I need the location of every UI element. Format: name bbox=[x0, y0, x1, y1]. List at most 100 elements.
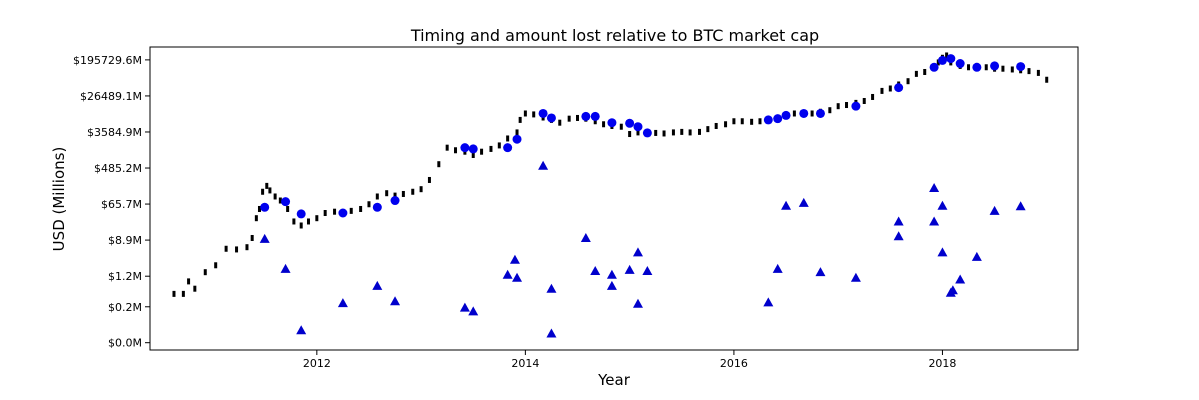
market-cap-point bbox=[489, 145, 493, 152]
market-cap-point bbox=[437, 161, 441, 168]
x-tick-label: 2012 bbox=[303, 357, 331, 370]
market-cap-point bbox=[567, 115, 571, 122]
market-cap-point bbox=[193, 285, 197, 292]
loss-amount-point bbox=[798, 197, 809, 207]
loss-amount-point bbox=[390, 296, 401, 306]
market-cap-at-loss-point bbox=[929, 62, 939, 72]
loss-amount-point bbox=[512, 272, 523, 282]
market-cap-at-loss-point bbox=[590, 111, 600, 121]
market-cap-at-loss-point bbox=[390, 196, 400, 206]
market-cap-point bbox=[203, 269, 207, 276]
loss-amount-point bbox=[468, 306, 479, 316]
market-cap-at-loss-point bbox=[538, 108, 548, 118]
market-cap-point bbox=[862, 97, 866, 104]
market-cap-point bbox=[636, 129, 640, 136]
loss-amount-point bbox=[781, 200, 792, 210]
market-cap-point bbox=[845, 102, 849, 109]
market-cap-point bbox=[740, 118, 744, 125]
market-cap-point bbox=[1036, 69, 1040, 76]
market-cap-at-loss-point bbox=[296, 209, 306, 219]
market-cap-point bbox=[523, 110, 527, 117]
market-cap-point bbox=[315, 215, 319, 222]
market-cap-at-loss-point bbox=[799, 108, 809, 118]
loss-amount-point bbox=[606, 269, 617, 279]
y-tick-label: $26489.1M bbox=[80, 90, 142, 103]
market-cap-at-loss-point bbox=[763, 115, 773, 125]
market-cap-at-loss-point bbox=[468, 144, 478, 154]
market-cap-point bbox=[593, 118, 597, 125]
loss-amount-point bbox=[259, 233, 270, 243]
market-cap-point bbox=[254, 215, 258, 222]
loss-amount-point bbox=[546, 328, 557, 338]
market-cap-point bbox=[871, 93, 875, 100]
loss-amount-point bbox=[459, 302, 470, 312]
market-cap-point bbox=[214, 262, 218, 269]
loss-amount-point bbox=[296, 325, 307, 335]
loss-amount-point bbox=[546, 283, 557, 293]
data-layer bbox=[172, 52, 1049, 338]
market-cap-point bbox=[292, 218, 296, 225]
market-cap-point bbox=[750, 118, 754, 125]
y-axis: $0.0M $0.2M $1.2M $8.9M $65.7M $485.2M $3584.9… bbox=[73, 54, 150, 350]
market-cap-point bbox=[497, 142, 501, 149]
market-cap-point bbox=[187, 278, 191, 285]
market-cap-point bbox=[419, 186, 423, 193]
market-cap-point bbox=[273, 193, 277, 200]
market-cap-point bbox=[671, 129, 675, 136]
market-cap-point bbox=[880, 87, 884, 94]
market-cap-point bbox=[224, 245, 228, 252]
market-cap-point bbox=[518, 116, 522, 123]
loss-amount-point bbox=[815, 267, 826, 277]
market-cap-point bbox=[278, 197, 282, 204]
market-cap-at-loss-point bbox=[1016, 62, 1026, 72]
market-cap-point bbox=[906, 78, 910, 85]
market-cap-point bbox=[888, 85, 892, 92]
y-tick-label: $1.2M bbox=[108, 270, 142, 283]
loss-amount-point bbox=[606, 280, 617, 290]
market-cap-at-loss-point bbox=[781, 110, 791, 120]
market-cap-point bbox=[836, 103, 840, 110]
loss-amount-point bbox=[502, 269, 513, 279]
market-cap-at-loss-point bbox=[642, 128, 652, 138]
loss-amount-point bbox=[337, 298, 348, 308]
market-cap-point bbox=[299, 222, 303, 229]
market-cap-point bbox=[286, 205, 290, 212]
market-cap-point bbox=[393, 192, 397, 199]
market-cap-point bbox=[401, 190, 405, 197]
market-cap-point bbox=[923, 68, 927, 75]
market-cap-point bbox=[333, 208, 337, 215]
market-cap-point bbox=[306, 218, 310, 225]
market-cap-at-loss-point bbox=[946, 54, 956, 64]
loss-amount-point bbox=[538, 160, 549, 170]
market-cap-point bbox=[445, 144, 449, 151]
x-axis: 2012 2014 2016 2018 bbox=[303, 350, 956, 370]
market-cap-point bbox=[724, 121, 728, 128]
market-cap-at-loss-point bbox=[894, 83, 904, 93]
loss-amount-point bbox=[955, 274, 966, 284]
market-cap-point bbox=[576, 114, 580, 121]
market-cap-at-loss-point bbox=[955, 59, 965, 69]
market-cap-at-loss-point bbox=[625, 118, 635, 128]
market-cap-point bbox=[454, 147, 458, 154]
market-cap-at-loss-point bbox=[546, 113, 556, 123]
market-cap-point bbox=[698, 128, 702, 135]
market-cap-point bbox=[515, 129, 519, 136]
loss-amount-point bbox=[929, 183, 940, 193]
market-cap-point bbox=[714, 122, 718, 129]
market-cap-at-loss-point bbox=[633, 122, 643, 132]
market-cap-point bbox=[471, 151, 475, 158]
market-cap-at-loss-point bbox=[338, 208, 348, 218]
market-cap-point bbox=[359, 205, 363, 212]
market-cap-point bbox=[680, 128, 684, 135]
market-cap-point bbox=[828, 107, 832, 114]
market-cap-point bbox=[261, 188, 265, 195]
loss-amount-point bbox=[580, 232, 591, 242]
market-cap-point bbox=[506, 135, 510, 142]
market-cap-point bbox=[367, 201, 371, 208]
x-tick-label: 2016 bbox=[720, 357, 748, 370]
market-cap-point bbox=[619, 123, 623, 130]
market-cap-point bbox=[758, 118, 762, 125]
loss-amount-point bbox=[632, 298, 643, 308]
market-cap-at-loss-point bbox=[581, 111, 591, 121]
loss-amount-point bbox=[971, 251, 982, 261]
